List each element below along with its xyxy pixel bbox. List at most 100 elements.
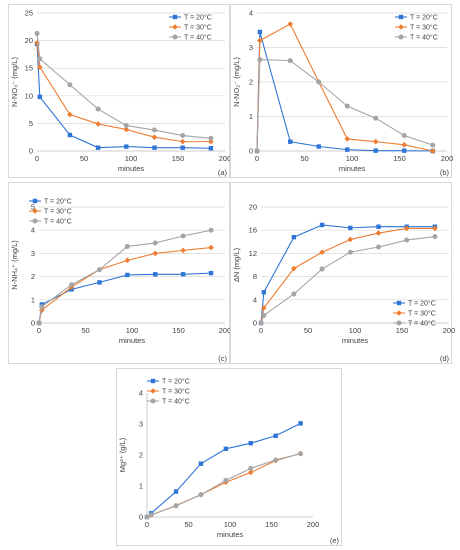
legend-label: T = 30°C xyxy=(184,24,212,32)
series-line xyxy=(38,247,212,324)
y-tick-label: 4 xyxy=(253,295,257,304)
legend-marker xyxy=(396,320,402,326)
x-tick-label: 50 xyxy=(304,326,312,335)
x-tick-label: 100 xyxy=(346,154,359,163)
series-1 xyxy=(36,270,214,326)
x-tick-label: 0 xyxy=(145,520,149,529)
x-tick-label: 0 xyxy=(259,326,263,335)
y-tick-label: 0 xyxy=(253,319,257,328)
data-point xyxy=(208,227,214,233)
data-point xyxy=(67,111,73,118)
data-point xyxy=(180,272,186,277)
data-point xyxy=(208,244,214,251)
data-point xyxy=(316,144,321,149)
data-point xyxy=(124,257,131,264)
data-point xyxy=(152,250,159,257)
data-point xyxy=(257,37,263,44)
series-line xyxy=(146,422,301,518)
data-point xyxy=(401,132,407,138)
data-point xyxy=(376,224,381,229)
data-point xyxy=(124,243,130,249)
y-tick-label: 15 xyxy=(25,64,33,73)
data-point xyxy=(261,290,267,295)
data-point xyxy=(344,136,351,142)
chart-panel-c: 0 1 2 3 4 5 0 50 100 150 200 minutes N-NH₄⁺ (mg/L) (c… xyxy=(8,182,232,364)
data-point xyxy=(223,446,229,451)
data-point xyxy=(180,133,186,139)
y-tick-label: 4 xyxy=(139,389,143,398)
data-point xyxy=(248,465,254,471)
panel-label: (e) xyxy=(330,536,340,545)
data-point xyxy=(173,489,179,494)
data-point xyxy=(148,512,154,518)
chart-panel-d: 0 4 8 12 16 20 0 50 100 150 200 minutes ΔN (mg/L) (d)… xyxy=(230,182,455,364)
x-tick-label: 200 xyxy=(219,326,232,335)
x-tick-label: 150 xyxy=(172,154,185,163)
x-tick-label: 200 xyxy=(443,326,456,335)
data-point xyxy=(95,121,101,127)
legend-label: T = 30°C xyxy=(162,388,190,396)
series-line xyxy=(36,43,211,149)
data-point xyxy=(95,106,101,112)
legend-marker xyxy=(398,34,404,40)
legend-marker xyxy=(150,378,156,384)
x-tick-label: 50 xyxy=(80,154,88,163)
series-line xyxy=(36,33,211,139)
data-point xyxy=(180,145,185,150)
series-1 xyxy=(144,421,303,520)
data-point xyxy=(375,230,382,236)
y-tick-label: 20 xyxy=(249,203,257,212)
x-axis-title: minutes xyxy=(217,530,244,539)
series-line xyxy=(260,227,435,324)
y-tick-label: 16 xyxy=(249,226,257,235)
y-axis-title: N-NO₂⁻ (mg/L) xyxy=(232,57,241,107)
data-point xyxy=(223,477,229,483)
legend-marker xyxy=(172,24,178,30)
data-point xyxy=(208,270,214,276)
data-point xyxy=(347,249,353,255)
series-1 xyxy=(34,41,214,151)
x-tick-label: 100 xyxy=(349,326,362,335)
chart-b: 0 1 2 3 4 0 50 100 150 200 minutes N-NO₂⁻ (mg/L) (b)… xyxy=(232,9,453,178)
legend-marker xyxy=(172,14,178,20)
data-point xyxy=(373,115,379,121)
data-point xyxy=(373,148,378,153)
legend: T = 20°C T = 30°C T = 40°C xyxy=(393,300,436,328)
data-point xyxy=(298,451,304,457)
y-tick-label: 0 xyxy=(29,147,33,156)
data-point xyxy=(179,138,186,145)
x-tick-label: 50 xyxy=(81,326,89,335)
x-axis-title: minutes xyxy=(342,336,369,345)
legend-marker xyxy=(32,218,38,224)
y-tick-label: 3 xyxy=(31,249,35,258)
series-3 xyxy=(34,30,214,141)
data-point xyxy=(429,148,436,154)
data-point xyxy=(261,312,267,318)
series-3 xyxy=(254,57,436,154)
data-point xyxy=(401,141,408,148)
data-point xyxy=(344,103,350,109)
data-point xyxy=(152,127,157,133)
data-point xyxy=(97,280,102,285)
y-axis-title: N-NH₄⁺ (mg/L) xyxy=(10,240,19,290)
legend-marker xyxy=(150,398,156,404)
y-axis-title: ΔN (mg/L) xyxy=(232,247,241,282)
legend-label: T = 30°C xyxy=(44,208,72,216)
x-tick-label: 50 xyxy=(300,154,308,163)
legend-label: T = 40°C xyxy=(410,34,438,42)
legend-label: T = 40°C xyxy=(184,34,212,42)
series-2 xyxy=(36,244,214,326)
chart-panel-a: 0 5 10 15 20 25 0 50 100 150 200 minutes N-NO₃⁻ (mg/… xyxy=(8,4,231,178)
series-line xyxy=(38,229,212,324)
chart-panel-e: 0 1 2 3 4 0 50 100 150 200 minutes Mg²⁺ (g/L) (e) T =… xyxy=(116,368,342,546)
data-point xyxy=(316,79,322,85)
series-3 xyxy=(258,234,438,326)
series-line xyxy=(256,23,433,152)
data-point xyxy=(254,148,260,154)
data-point xyxy=(180,247,186,254)
x-tick-label: 0 xyxy=(37,326,41,335)
x-tick-label: 200 xyxy=(307,520,320,529)
data-point xyxy=(291,291,297,297)
data-point xyxy=(247,469,254,476)
